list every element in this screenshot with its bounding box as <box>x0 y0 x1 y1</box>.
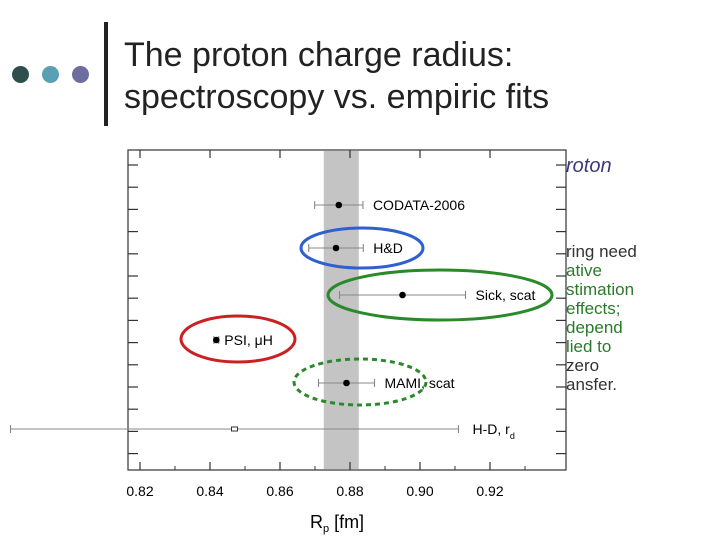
point-label: H&D <box>373 240 403 256</box>
bg-line-2: ative <box>566 261 602 280</box>
data-point <box>213 336 220 344</box>
x-tick-label: 0.92 <box>476 483 503 499</box>
point-label: Sick, scat <box>476 287 536 303</box>
bg-line-3: stimation <box>566 280 635 299</box>
highlight-ellipse <box>179 314 297 364</box>
x-axis-label: Rp [fm] <box>310 512 364 535</box>
point-label: CODATA-2006 <box>373 197 465 213</box>
title-line-1: The proton charge radius: <box>124 36 514 74</box>
highlight-ellipse <box>326 268 554 322</box>
bg-line-5: depend <box>566 318 623 337</box>
accent-dot-1 <box>12 66 29 83</box>
data-point <box>335 201 343 209</box>
point-label: PSI, μH <box>224 332 273 348</box>
data-point <box>343 379 350 387</box>
bg-line-7: zero <box>566 356 600 375</box>
x-tick-label: 0.84 <box>196 483 223 499</box>
slide-title: The proton charge radius: spectroscopy v… <box>124 34 549 118</box>
title-line-2: spectroscopy vs. empiric fits <box>124 78 550 116</box>
data-point <box>231 426 238 432</box>
point-label: H-D, rd <box>473 421 515 441</box>
x-tick-label: 0.90 <box>406 483 433 499</box>
accent-dot-3 <box>72 66 89 83</box>
x-tick-label: 0.82 <box>126 483 153 499</box>
x-tick-label: 0.88 <box>336 483 363 499</box>
accent-dot-2 <box>42 66 59 83</box>
background-heading-fragment: roton <box>566 155 612 177</box>
bg-line-1: ring need <box>566 242 637 261</box>
background-text-fragment: ring need ative stimation effects; depen… <box>566 242 637 394</box>
data-point <box>399 291 406 299</box>
point-label: MAMI, scat <box>385 375 455 391</box>
title-divider <box>104 22 108 126</box>
bg-line-8: ansfer. <box>566 375 618 394</box>
x-tick-label: 0.86 <box>266 483 293 499</box>
highlight-ellipse <box>292 357 428 407</box>
highlight-ellipse <box>299 226 425 270</box>
data-point <box>332 244 340 252</box>
bg-line-6: lied to <box>566 337 612 356</box>
bg-line-4: effects; <box>566 299 621 318</box>
